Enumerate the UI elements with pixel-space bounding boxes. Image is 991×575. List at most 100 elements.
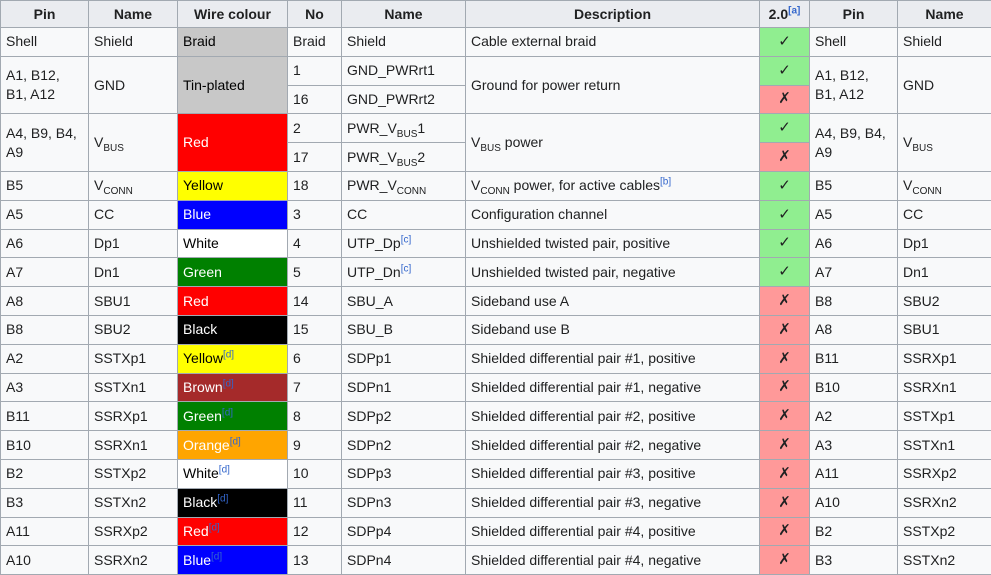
pin-cell: B3: [0, 487, 89, 518]
cell-subscript: CONN: [480, 186, 510, 198]
cell-subscript: BUS: [103, 143, 124, 155]
description-cell: Configuration channel: [465, 199, 760, 230]
usb2-support-cell: ✗: [759, 343, 810, 374]
no-cell: 12: [287, 516, 342, 547]
footnote-link-d[interactable]: [d]: [221, 407, 234, 419]
name-cell: SSTXn2: [88, 487, 178, 518]
footnote-link-c[interactable]: [c]: [400, 234, 412, 246]
signal-name-cell: GND_PWRrt1: [341, 55, 466, 86]
cell-text: V: [94, 177, 104, 194]
description-cell: Shielded differential pair #4, negative: [465, 545, 760, 575]
wire-colour-label: Braid: [183, 33, 216, 50]
footnote-link-c[interactable]: [c]: [400, 263, 412, 275]
name-cell: Dp1: [88, 228, 178, 259]
table-row-ssrxn2: A10 SSRXn2 Blue[d] 13 SDPn4 Shielded dif…: [0, 545, 991, 575]
pin-cell: B5: [0, 170, 89, 201]
usb2-support-cell: ✗: [759, 545, 810, 575]
footnote-link-d[interactable]: [d]: [229, 435, 241, 447]
table-row-ssrxn1: B10 SSRXn1 Orange[d] 9 SDPn2 Shielded di…: [0, 430, 991, 460]
no-cell: 16: [287, 84, 342, 115]
pin2-cell: B10: [809, 372, 898, 403]
pin2-cell: A4, B9, B4, A9: [809, 113, 898, 172]
name2-cell: SBU1: [897, 314, 991, 345]
cell-subscript: BUS: [480, 143, 501, 155]
description-cell: VBUS power: [465, 113, 760, 172]
wire-colour-cell: Tin-plated: [177, 55, 288, 115]
footnote-sup: [b]: [660, 177, 671, 188]
wire-colour-label: Green: [183, 263, 222, 280]
name2-cell: VBUS: [897, 113, 991, 172]
pin2-cell: A6: [809, 228, 898, 259]
footnote-link-b[interactable]: [b]: [659, 176, 672, 188]
name-cell: Shield: [88, 27, 178, 57]
pin2-cell: A7: [809, 257, 898, 288]
description-cell: VCONN power, for active cables[b]: [465, 170, 760, 201]
wire-colour-cell: Yellow[d]: [177, 343, 288, 374]
footnote-link-d[interactable]: [d]: [217, 493, 229, 505]
header-pin2: Pin: [809, 0, 898, 28]
name2-cell: GND: [897, 55, 991, 115]
footnote-link-d[interactable]: [d]: [218, 464, 230, 476]
description-cell: Sideband use B: [465, 314, 760, 345]
table-row-vbus-2: A4, B9, B4, A9 VBUS Red 2 PWR_VBUS1 VBUS…: [0, 113, 991, 172]
wire-colour-cell: Green[d]: [177, 401, 288, 432]
name-cell: SSRXp2: [88, 516, 178, 547]
usb2-support-cell: ✗: [759, 401, 810, 432]
pin2-cell: A3: [809, 430, 898, 460]
name2-cell: CC: [897, 199, 991, 230]
signal-name-cell: SDPp3: [341, 458, 466, 489]
pin-cell: A2: [0, 343, 89, 374]
wire-colour-cell: Green: [177, 257, 288, 288]
cell-text: UTP_Dn: [347, 263, 401, 280]
no-cell: 4: [287, 228, 342, 259]
wire-colour-cell: Braid: [177, 27, 288, 57]
wire-colour-label: Black: [183, 321, 218, 338]
no-cell: Braid: [287, 27, 342, 57]
wire-colour-label: Red: [183, 523, 209, 539]
table-row-sstxp1: A2 SSTXp1 Yellow[d] 6 SDPp1 Shielded dif…: [0, 343, 991, 374]
footnote-link-d[interactable]: [d]: [222, 349, 235, 361]
footnote-link-d[interactable]: [d]: [222, 378, 234, 390]
usb2-support-cell: ✓: [759, 257, 810, 288]
wire-colour-label: Yellow: [183, 350, 223, 367]
wire-colour-label: Tin-plated: [183, 76, 245, 93]
signal-name-cell: UTP_Dn[c]: [341, 257, 466, 288]
name-cell: SSTXp2: [88, 458, 178, 489]
pin-cell: B10: [0, 430, 89, 460]
cell-subscript: BUS: [912, 143, 933, 155]
name-cell: Dn1: [88, 257, 178, 288]
footnote-sup: [d]: [211, 551, 222, 562]
wire-colour-cell: Orange[d]: [177, 430, 288, 460]
description-cell: Shielded differential pair #1, positive: [465, 343, 760, 374]
name-cell: SSTXn1: [88, 372, 178, 403]
name-cell: SBU1: [88, 286, 178, 316]
description-cell: Cable external braid: [465, 27, 760, 57]
wire-colour-label: Orange: [183, 436, 230, 453]
table-row-gnd-1: A1, B12, B1, A12 GND Tin-plated 1 GND_PW…: [0, 55, 991, 115]
usb2-support-cell: ✗: [759, 458, 810, 489]
footnote-link-d[interactable]: [d]: [211, 551, 223, 563]
table-row-sbu1: A8 SBU1 Red 14 SBU_A Sideband use A ✗ B8…: [0, 286, 991, 316]
description-cell: Unshielded twisted pair, positive: [465, 228, 760, 259]
footnote-link-a[interactable]: [a]: [788, 4, 801, 16]
wire-colour-cell: Blue: [177, 199, 288, 230]
cell-text: V: [94, 134, 104, 151]
pin-cell: A7: [0, 257, 89, 288]
name2-cell: Dn1: [897, 257, 991, 288]
footnote-sup: [d]: [209, 522, 220, 533]
no-cell: 1: [287, 55, 342, 86]
wire-colour-label: Blue: [183, 206, 212, 223]
usb2-support-cell: ✗: [759, 516, 810, 547]
cell-subscript: CONN: [912, 186, 942, 198]
name2-cell: SSTXn1: [897, 430, 991, 460]
footnote-link-d[interactable]: [d]: [208, 522, 220, 534]
pin2-cell: B11: [809, 343, 898, 374]
signal-name-cell: PWR_VCONN: [341, 170, 466, 201]
header-no: No: [287, 0, 342, 28]
name-cell: VCONN: [88, 170, 178, 201]
pin2-cell: B5: [809, 170, 898, 201]
pin-cell: A1, B12, B1, A12: [0, 55, 89, 115]
table-row-vconn: B5 VCONN Yellow 18 PWR_VCONN VCONN power…: [0, 170, 991, 201]
name2-cell: SSRXn1: [897, 372, 991, 403]
pin-cell: Shell: [0, 27, 89, 57]
